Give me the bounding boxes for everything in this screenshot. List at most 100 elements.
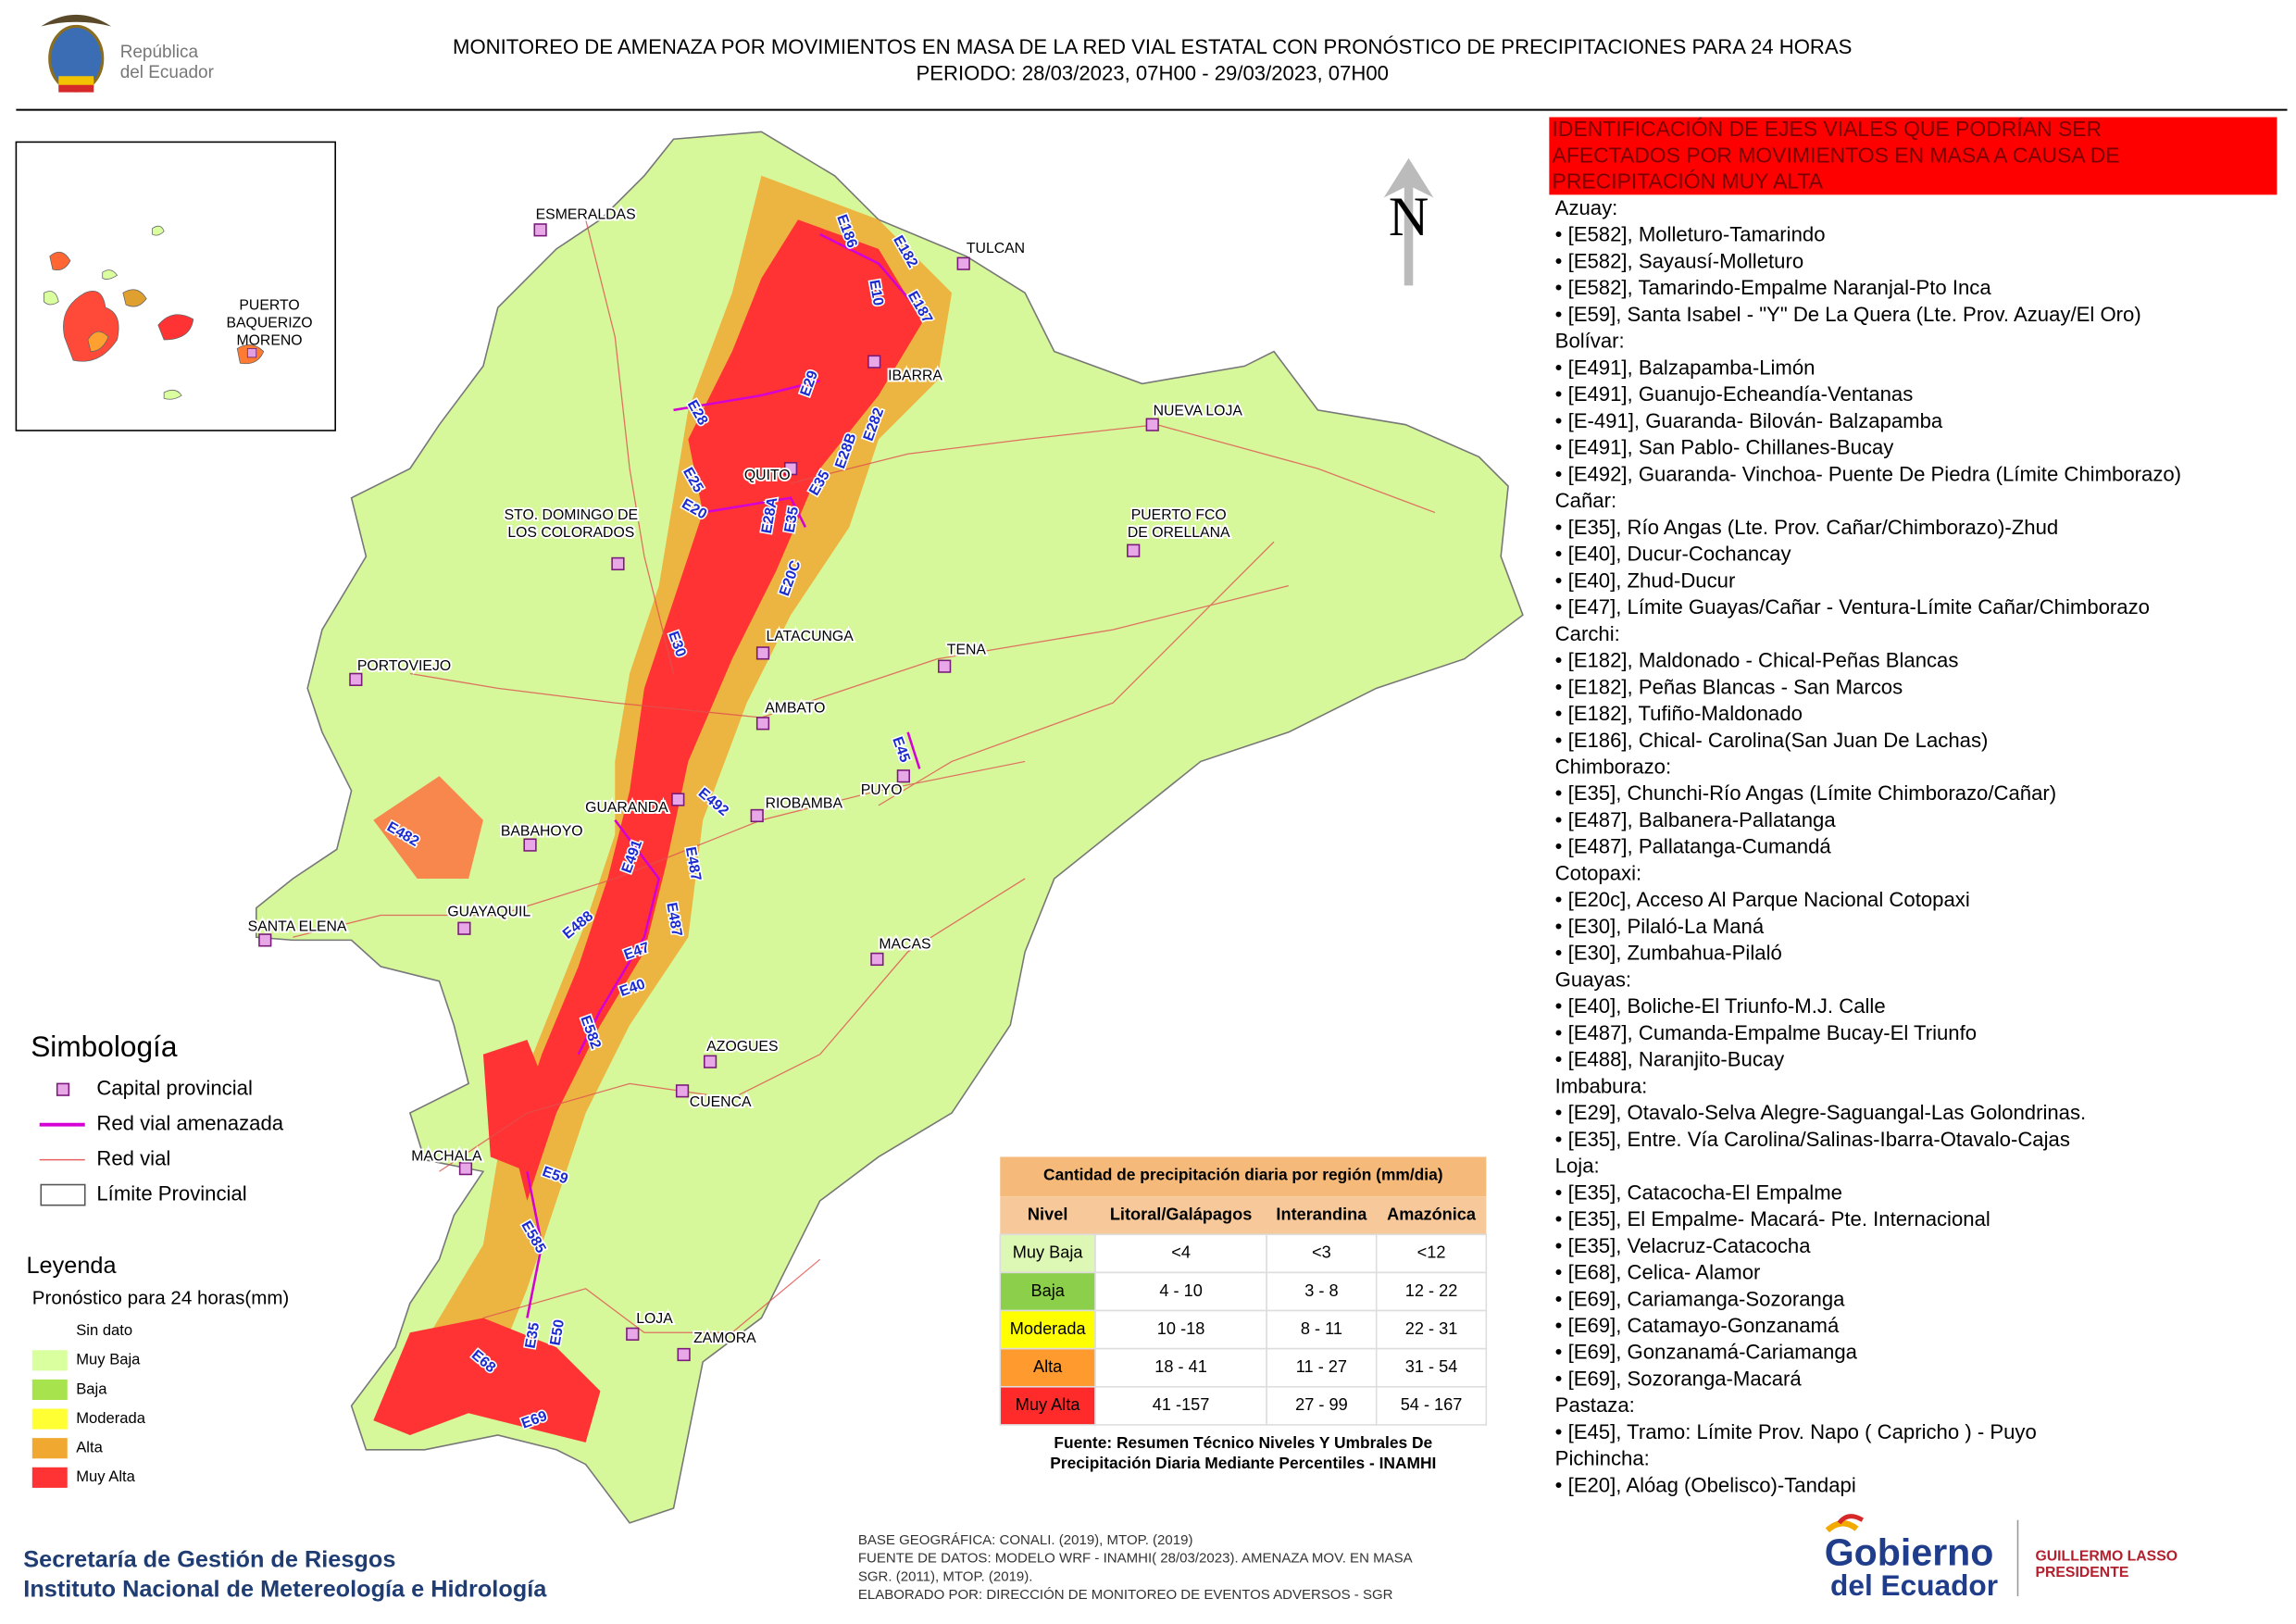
table-cell xyxy=(1094,1233,1267,1274)
capital-marker xyxy=(671,793,685,806)
table-value: 11 - 27 xyxy=(1296,1357,1347,1376)
table-value: <4 xyxy=(1171,1243,1191,1262)
road-item: • [E488], Naranjito-Bucay xyxy=(1555,1048,1785,1071)
north-arrow xyxy=(1383,157,1434,286)
period: PERIODO: 28/03/2023, 07H00 - 29/03/2023,… xyxy=(917,62,1389,85)
table-value: 41 -157 xyxy=(1153,1395,1210,1414)
province-label: Loja: xyxy=(1555,1155,1600,1178)
capital-marker xyxy=(1145,418,1159,431)
capital-marker xyxy=(750,808,764,823)
road-item: • [E59], Santa Isabel - "Y" De La Quera … xyxy=(1555,303,2141,326)
table-value: <3 xyxy=(1312,1243,1331,1262)
legend-item: Muy Alta xyxy=(76,1468,135,1485)
capital-marker xyxy=(349,672,363,686)
inset-label: BAQUERIZO xyxy=(226,316,312,331)
city-label: ESMERALDAS xyxy=(536,207,636,223)
capital-marker xyxy=(896,769,910,783)
capital-marker xyxy=(1127,543,1141,557)
road-item: • [E40], Ducur-Cochancay xyxy=(1555,543,1792,566)
road-item: • [E491], Guanujo-Echeandía-Ventanas xyxy=(1555,382,1914,406)
province-label: Azuay: xyxy=(1555,196,1618,219)
capital-marker xyxy=(956,256,970,270)
capital-marker xyxy=(938,659,952,673)
road-item: • [E47], Límite Guayas/Cañar - Ventura-L… xyxy=(1555,595,2150,618)
capital-marker xyxy=(523,838,537,852)
source-line: FUENTE DE DATOS: MODELO WRF - INAMHI( 28… xyxy=(858,1551,1413,1567)
table-cell xyxy=(1375,1385,1488,1426)
road-item: • [E582], Sayausí-Molleturo xyxy=(1555,249,1803,272)
capital-marker xyxy=(755,717,770,731)
table-level: Muy Baja xyxy=(1013,1243,1084,1262)
inset-label: PUERTO xyxy=(239,298,299,314)
table-header: Amazónica xyxy=(1387,1206,1477,1224)
road-item: • [E182], Peñas Blancas - San Marcos xyxy=(1555,675,1903,698)
table-value: 18 - 41 xyxy=(1154,1357,1207,1376)
symbology-title: Simbología xyxy=(31,1030,178,1063)
legend-title: Leyenda xyxy=(26,1253,117,1279)
table-value: 8 - 11 xyxy=(1301,1319,1342,1338)
province-label: Bolívar: xyxy=(1555,330,1625,353)
table-value: 4 - 10 xyxy=(1159,1281,1202,1300)
table-title: Cantidad de precipitación diaria por reg… xyxy=(1043,1166,1443,1184)
president: GUILLERMO LASSO xyxy=(2035,1548,2177,1564)
province-label: Pastaza: xyxy=(1555,1393,1635,1417)
capital-marker xyxy=(867,355,881,369)
source-line: BASE GEOGRÁFICA: CONALI. (2019), MTOP. (… xyxy=(858,1532,1193,1548)
legend-swatch xyxy=(31,1350,68,1371)
road-item: • [E20c], Acceso Al Parque Nacional Coto… xyxy=(1555,888,1970,911)
capital-marker xyxy=(677,1347,691,1362)
city-label: MACAS xyxy=(879,936,930,952)
source-line: SGR. (2011), MTOP. (2019). xyxy=(858,1568,1033,1584)
table-cell xyxy=(1266,1385,1378,1426)
road-item: • [E69], Gonzanamá-Cariamanga xyxy=(1555,1341,1858,1364)
road-item: • [E20], Alóag (Obelisco)-Tandapi xyxy=(1555,1473,1856,1496)
city-label: GUAYAQUIL xyxy=(447,905,530,920)
table-cell xyxy=(1094,1271,1267,1312)
road-item: • [E487], Cumanda-Empalme Bucay-El Triun… xyxy=(1555,1021,1977,1044)
road-item: • [E35], El Empalme- Macará- Pte. Intern… xyxy=(1555,1207,1990,1230)
table-level-cell xyxy=(999,1385,1096,1426)
road-item: • [E35], Chunchi-Río Angas (Límite Chimb… xyxy=(1555,781,2056,805)
table-value: 54 - 167 xyxy=(1401,1395,1463,1414)
symbology-item: Límite Provincial xyxy=(96,1181,246,1205)
province-label: Cañar: xyxy=(1555,489,1616,512)
city-label: PUYO xyxy=(861,782,903,798)
table-value: 31 - 54 xyxy=(1405,1357,1458,1376)
legend-item: Alta xyxy=(76,1439,103,1456)
province-label: Chimborazo: xyxy=(1555,756,1671,779)
road-item: • [E491], Balzapamba-Limón xyxy=(1555,356,1816,379)
table-value: 12 - 22 xyxy=(1405,1281,1458,1300)
capital-marker xyxy=(533,223,547,237)
table-value: 27 - 99 xyxy=(1295,1395,1348,1414)
road-item: • [E35], Velacruz-Catacocha xyxy=(1555,1234,1812,1257)
road-item: • [E492], Guaranda- Vinchoa- Puente De P… xyxy=(1555,462,2181,485)
capital-marker xyxy=(783,461,798,476)
symbology-item: Red vial amenazada xyxy=(96,1112,283,1135)
legend-item: Baja xyxy=(76,1380,107,1397)
table-header-bg xyxy=(1000,1196,1487,1235)
road-item: • [E69], Cariamanga-Sozoranga xyxy=(1555,1287,1845,1310)
table-level-cell xyxy=(999,1347,1096,1388)
symbol-boundary xyxy=(40,1183,86,1206)
capital-marker xyxy=(755,646,770,660)
city-label: STO. DOMINGO DE xyxy=(505,507,639,523)
province-label: Imbabura: xyxy=(1555,1074,1648,1097)
road-item: • [E186], Chical- Carolina(San Juan De L… xyxy=(1555,729,1989,752)
table-cell xyxy=(1266,1309,1378,1350)
panel-title: PRECIPITACIÓN MUY ALTA xyxy=(1553,169,1824,194)
table-title-bg xyxy=(1000,1156,1487,1197)
road-item: • [E68], Celica- Alamor xyxy=(1555,1261,1761,1284)
city-label: LOS COLORADOS xyxy=(507,525,634,541)
symbology-item: Red vial xyxy=(96,1146,170,1169)
symbol-capital xyxy=(56,1082,70,1096)
coat-of-arms xyxy=(41,14,112,93)
road-item: • [E491], San Pablo- Chillanes-Bucay xyxy=(1555,436,1895,459)
legend-swatch xyxy=(31,1438,68,1459)
road-item: • [E69], Sozoranga-Macará xyxy=(1555,1367,1803,1390)
table-value: 22 - 31 xyxy=(1405,1319,1458,1338)
city-label: AZOGUES xyxy=(706,1039,778,1055)
legend-item: Sin dato xyxy=(76,1321,132,1339)
table-level: Muy Alta xyxy=(1016,1395,1081,1414)
road-item: • [E30], Pilaló-La Maná xyxy=(1555,915,1765,938)
